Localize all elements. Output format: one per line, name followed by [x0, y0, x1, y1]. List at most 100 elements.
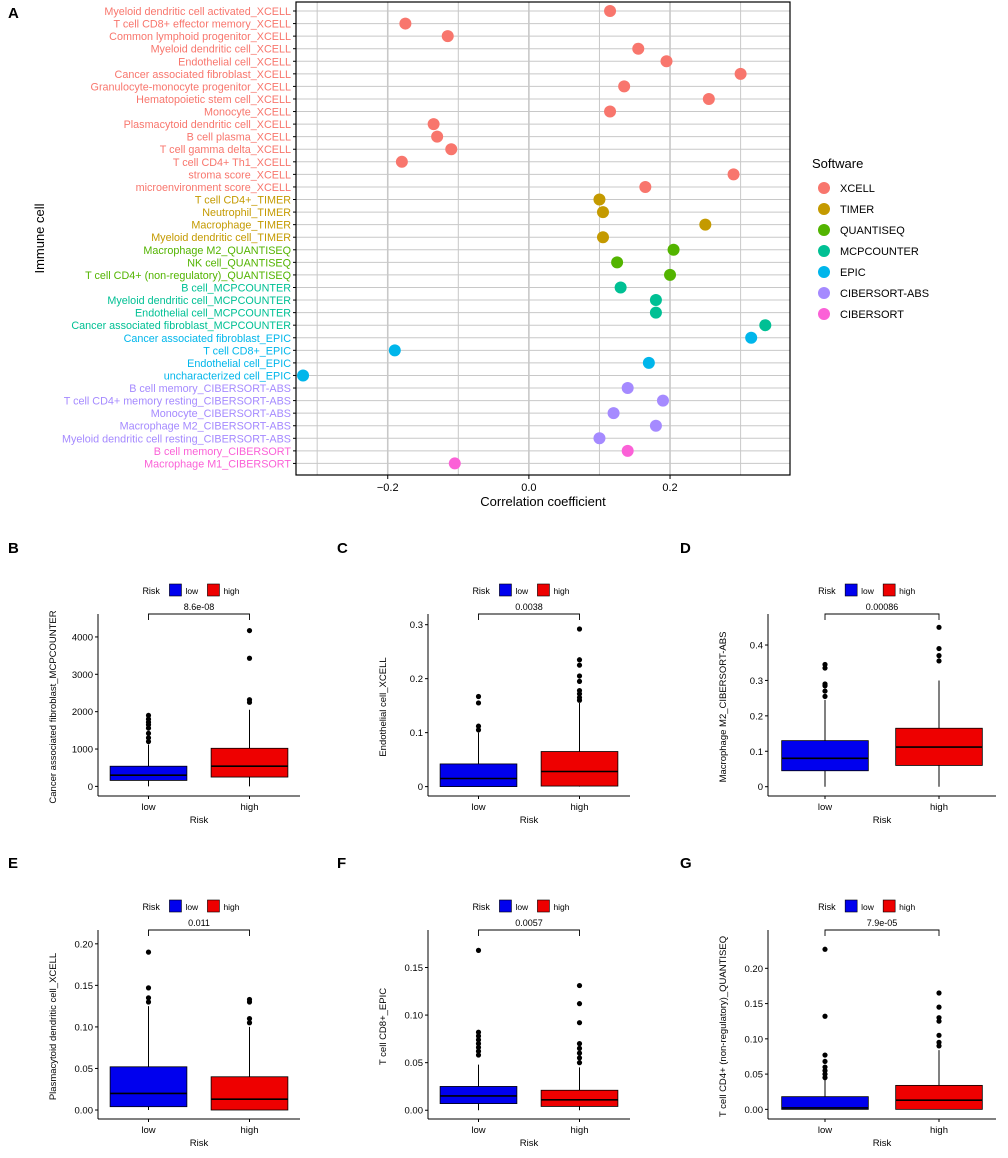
y-tick-label: 0.20: [75, 939, 94, 950]
box-high: [540, 1089, 619, 1107]
y-tick-label: 0.05: [75, 1064, 94, 1075]
y-tick-label: 2000: [72, 707, 93, 718]
legend-label: high: [899, 902, 915, 912]
outlier-point: [475, 1048, 482, 1054]
point-mcpcounter: [614, 281, 627, 294]
outlier-point: [475, 1041, 482, 1047]
outlier-point: [936, 658, 942, 664]
legend-title: Risk: [142, 902, 160, 912]
legend-label: TIMER: [840, 204, 874, 216]
point-xcell: [702, 92, 715, 105]
box-high: [210, 747, 289, 778]
outlier-point: [145, 738, 152, 745]
outlier-point: [576, 1045, 583, 1051]
outlier-point: [936, 990, 942, 996]
x-tick-label: high: [930, 802, 948, 813]
y-tick-label: T cell CD4+ Th1_XCELL: [173, 157, 291, 169]
box-low: [781, 740, 869, 772]
outlier-point: [246, 1016, 253, 1022]
legend-title: Risk: [472, 586, 490, 596]
outlier-point: [576, 1060, 583, 1066]
significance-bracket: [148, 929, 250, 936]
point-timer: [699, 218, 712, 231]
significance-bracket: [148, 613, 250, 620]
point-cibersort: [448, 457, 461, 470]
legend-label: high: [223, 902, 239, 912]
panel-label-b: B: [8, 540, 19, 557]
x-axis-title: Risk: [520, 1138, 539, 1149]
y-tick-label: B cell plasma_XCELL: [187, 132, 291, 144]
y-tick-label: 0.10: [75, 1022, 94, 1033]
outlier-point: [576, 1020, 583, 1026]
y-tick-label: 1000: [72, 745, 93, 756]
significance-bracket: [478, 929, 580, 936]
outlier-point: [936, 1039, 942, 1045]
y-axis-title: T cell CD8+_EPIC: [378, 988, 389, 1065]
y-tick-label: T cell CD8+ effector memory_XCELL: [113, 19, 291, 31]
point-cibersort-abs: [649, 419, 662, 432]
legend-label: high: [899, 586, 915, 596]
y-tick-label: B cell memory_CIBERSORT: [154, 446, 292, 458]
x-tick-label: high: [241, 802, 259, 813]
point-epic: [642, 356, 655, 369]
y-axis-title: T cell CD4+ (non-regulatory)_QUANTISEQ: [718, 936, 729, 1117]
outlier-point: [822, 1013, 828, 1019]
outlier-point: [936, 624, 942, 630]
box-low: [781, 1096, 869, 1110]
y-tick-label: Monocyte_CIBERSORT-ABS: [151, 408, 291, 420]
panel-label-e: E: [8, 855, 18, 872]
outlier-point: [576, 657, 583, 663]
y-tick-label: Monocyte_XCELL: [204, 107, 291, 119]
x-tick-label: high: [571, 802, 589, 813]
y-tick-label: Plasmacytoid dendritic cell_XCELL: [124, 119, 291, 131]
legend-label: low: [185, 902, 199, 912]
y-tick-label: Macrophage M1_CIBERSORT: [144, 458, 291, 470]
legend-label: high: [553, 902, 569, 912]
p-value-label: 0.011: [188, 918, 210, 928]
outlier-point: [145, 999, 152, 1005]
legend-title: Software: [812, 156, 863, 171]
outlier-point: [246, 655, 253, 661]
significance-bracket: [824, 929, 940, 936]
x-tick-label: high: [930, 1125, 948, 1136]
x-tick-label: low: [141, 802, 155, 813]
point-quantiseq: [611, 256, 624, 269]
box-low: [439, 1086, 518, 1104]
y-tick-label: Myeloid dendritic cell_MCPCOUNTER: [107, 295, 291, 307]
legend-key-cibersort-abs: [818, 287, 830, 299]
outlier-point: [936, 1015, 942, 1021]
panel-a-border: [295, 1, 791, 476]
point-cibersort-abs: [593, 432, 606, 445]
outlier-point: [822, 1052, 828, 1058]
legend-key-mcpcounter: [818, 245, 830, 257]
point-xcell: [660, 55, 673, 68]
outlier-point: [145, 985, 152, 991]
outlier-point: [475, 1052, 482, 1058]
point-xcell: [618, 80, 631, 93]
y-tick-label: B cell_MCPCOUNTER: [181, 282, 291, 294]
legend-label: CIBERSORT: [840, 309, 904, 321]
point-xcell: [427, 118, 440, 131]
point-epic: [388, 344, 401, 357]
y-tick-label: Cancer associated fibroblast_EPIC: [124, 333, 292, 345]
y-tick-label: T cell CD4+_TIMER: [195, 195, 291, 207]
y-tick-label: NK cell_QUANTISEQ: [187, 257, 291, 269]
y-axis-title: Endothelial cell_XCELL: [378, 657, 389, 756]
legend-label: MCPCOUNTER: [840, 246, 919, 258]
panel-label-d: D: [680, 540, 691, 557]
legend-label: high: [553, 586, 569, 596]
point-mcpcounter: [649, 306, 662, 319]
y-axis-title: Macrophage M2_CIBERSORT-ABS: [718, 632, 729, 783]
outlier-point: [145, 949, 152, 955]
legend-key-low: [169, 583, 182, 597]
y-tick-label: 0.15: [405, 963, 424, 974]
y-tick-label: Myeloid dendritic cell activated_XCELL: [104, 6, 291, 18]
y-tick-label: 0.1: [750, 747, 763, 758]
p-value-label: 8.6e-08: [184, 602, 215, 612]
x-tick-label: 0.0: [521, 482, 536, 494]
box-high: [540, 751, 619, 787]
point-cibersort-abs: [607, 407, 620, 420]
x-tick-label: high: [571, 1125, 589, 1136]
legend-key-quantiseq: [818, 224, 830, 236]
